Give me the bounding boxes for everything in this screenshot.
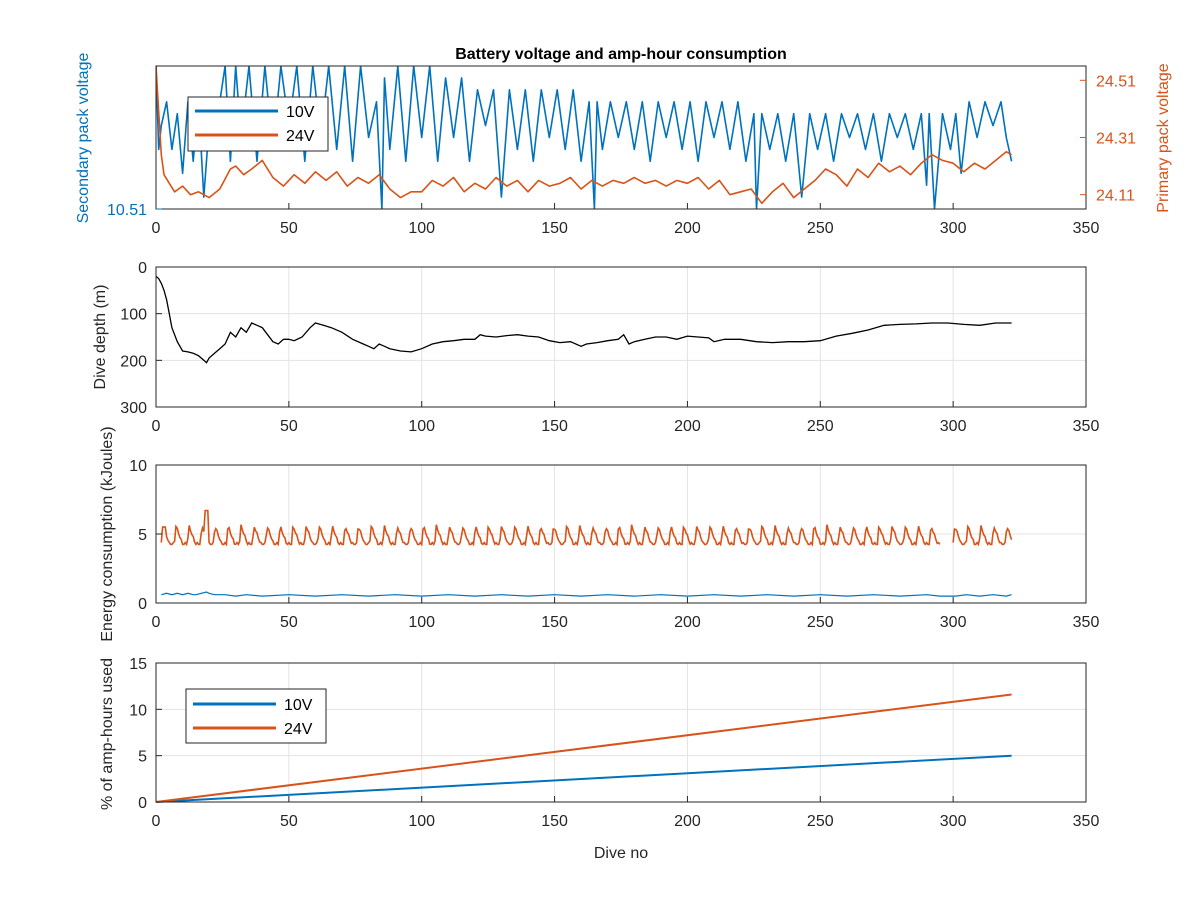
y-tick-label: 24.11 <box>1096 188 1135 205</box>
x-tick-label: 0 <box>152 614 161 631</box>
series-line-10v-amp-hours <box>155 754 1012 803</box>
x-tick-label: 300 <box>940 813 967 830</box>
x-tick-label: 100 <box>408 220 435 237</box>
x-tick-label: 50 <box>280 418 298 435</box>
x-tick-label: 250 <box>807 220 834 237</box>
y-tick-label: 0 <box>138 795 147 812</box>
chart-title: Battery voltage and amp-hour consumption <box>455 46 787 63</box>
x-tick-label: 0 <box>152 220 161 237</box>
legend-label-24v: 24V <box>286 128 315 145</box>
x-tick-label: 200 <box>674 813 701 830</box>
series-line-10v <box>156 66 1013 209</box>
x-tick-label: 100 <box>408 418 435 435</box>
legend-panel-4: 10V 24V <box>185 688 327 744</box>
x-tick-label: 150 <box>541 418 568 435</box>
y-axis-label-depth: Dive depth (m) <box>92 285 109 390</box>
series-line-10v-energy <box>161 591 1012 597</box>
panel-battery-voltage: 0 50 100 150 200 250 300 350 10.51 24.11 24.31 24.5… <box>75 46 1172 237</box>
x-tick-label: 250 <box>807 614 834 631</box>
x-tick-label: 150 <box>541 813 568 830</box>
y-tick-label: 24.51 <box>1096 73 1136 90</box>
series-line-24v <box>156 66 1012 205</box>
x-tick-label: 250 <box>807 813 834 830</box>
legend-label-10v: 10V <box>284 697 313 714</box>
y-tick-label: 10.51 <box>107 202 147 219</box>
y-tick-label: 100 <box>120 307 147 324</box>
x-tick-label: 300 <box>940 220 967 237</box>
x-tick-label: 50 <box>280 220 298 237</box>
y-tick-label: 24.31 <box>1096 131 1136 148</box>
legend-label-24v: 24V <box>284 721 313 738</box>
x-tick-label: 300 <box>940 418 967 435</box>
series-line-depth <box>155 275 1012 364</box>
legend-panel-1: 10V 24V <box>187 96 329 152</box>
y-tick-label: 300 <box>120 400 147 417</box>
x-tick-label: 350 <box>1073 614 1100 631</box>
x-axis-label: Dive no <box>594 845 648 862</box>
y-axis-label-energy: Energy consumption (kJoules) <box>99 426 116 641</box>
x-tick-label: 200 <box>674 614 701 631</box>
y-axis-label-right: Primary pack voltage <box>1155 63 1172 212</box>
series-line-24v-energy-0 <box>160 509 941 547</box>
x-tick-label: 350 <box>1073 220 1100 237</box>
y-tick-label: 15 <box>129 656 147 673</box>
y-tick-label: 5 <box>138 527 147 544</box>
x-tick-label: 50 <box>280 614 298 631</box>
x-tick-label: 0 <box>152 813 161 830</box>
series-line-24v-energy-1 <box>952 524 1013 547</box>
y-tick-label: 0 <box>138 260 147 277</box>
x-tick-label: 100 <box>408 614 435 631</box>
panel-dive-depth-frame <box>155 266 1087 408</box>
x-tick-label: 150 <box>541 220 568 237</box>
legend-label-10v: 10V <box>286 104 315 121</box>
x-tick-label: 50 <box>280 813 298 830</box>
panel-amp-hours-frame <box>155 662 1087 803</box>
y-tick-label: 0 <box>138 596 147 613</box>
x-tick-label: 300 <box>940 614 967 631</box>
y-axis-label-amp-hours: % of amp-hours used <box>99 658 116 810</box>
panel-amp-hours: 0 50 100 150 200 250 300 350 0 5 10 15 % of amp-hou… <box>99 656 1099 862</box>
x-tick-label: 200 <box>674 220 701 237</box>
x-tick-label: 200 <box>674 418 701 435</box>
series-line-24v-amp-hours <box>155 693 1012 803</box>
legend-box <box>185 688 327 744</box>
y-axis-label-left: Secondary pack voltage <box>75 53 92 224</box>
y-tick-label: 10 <box>129 458 147 475</box>
x-tick-label: 100 <box>408 813 435 830</box>
legend-box <box>187 96 329 152</box>
y-tick-label: 5 <box>138 749 147 766</box>
x-tick-label: 350 <box>1073 418 1100 435</box>
panel-energy: 0 50 100 150 200 250 300 350 0 5 10 Energy consump… <box>99 426 1099 641</box>
x-tick-label: 350 <box>1073 813 1100 830</box>
x-tick-label: 150 <box>541 614 568 631</box>
x-tick-label: 0 <box>152 418 161 435</box>
x-tick-label: 250 <box>807 418 834 435</box>
y-tick-label: 200 <box>120 353 147 370</box>
y-tick-label: 10 <box>129 702 147 719</box>
panel-dive-depth: 0 50 100 150 200 250 300 350 0 100 200 300 Dive dep… <box>92 260 1099 435</box>
